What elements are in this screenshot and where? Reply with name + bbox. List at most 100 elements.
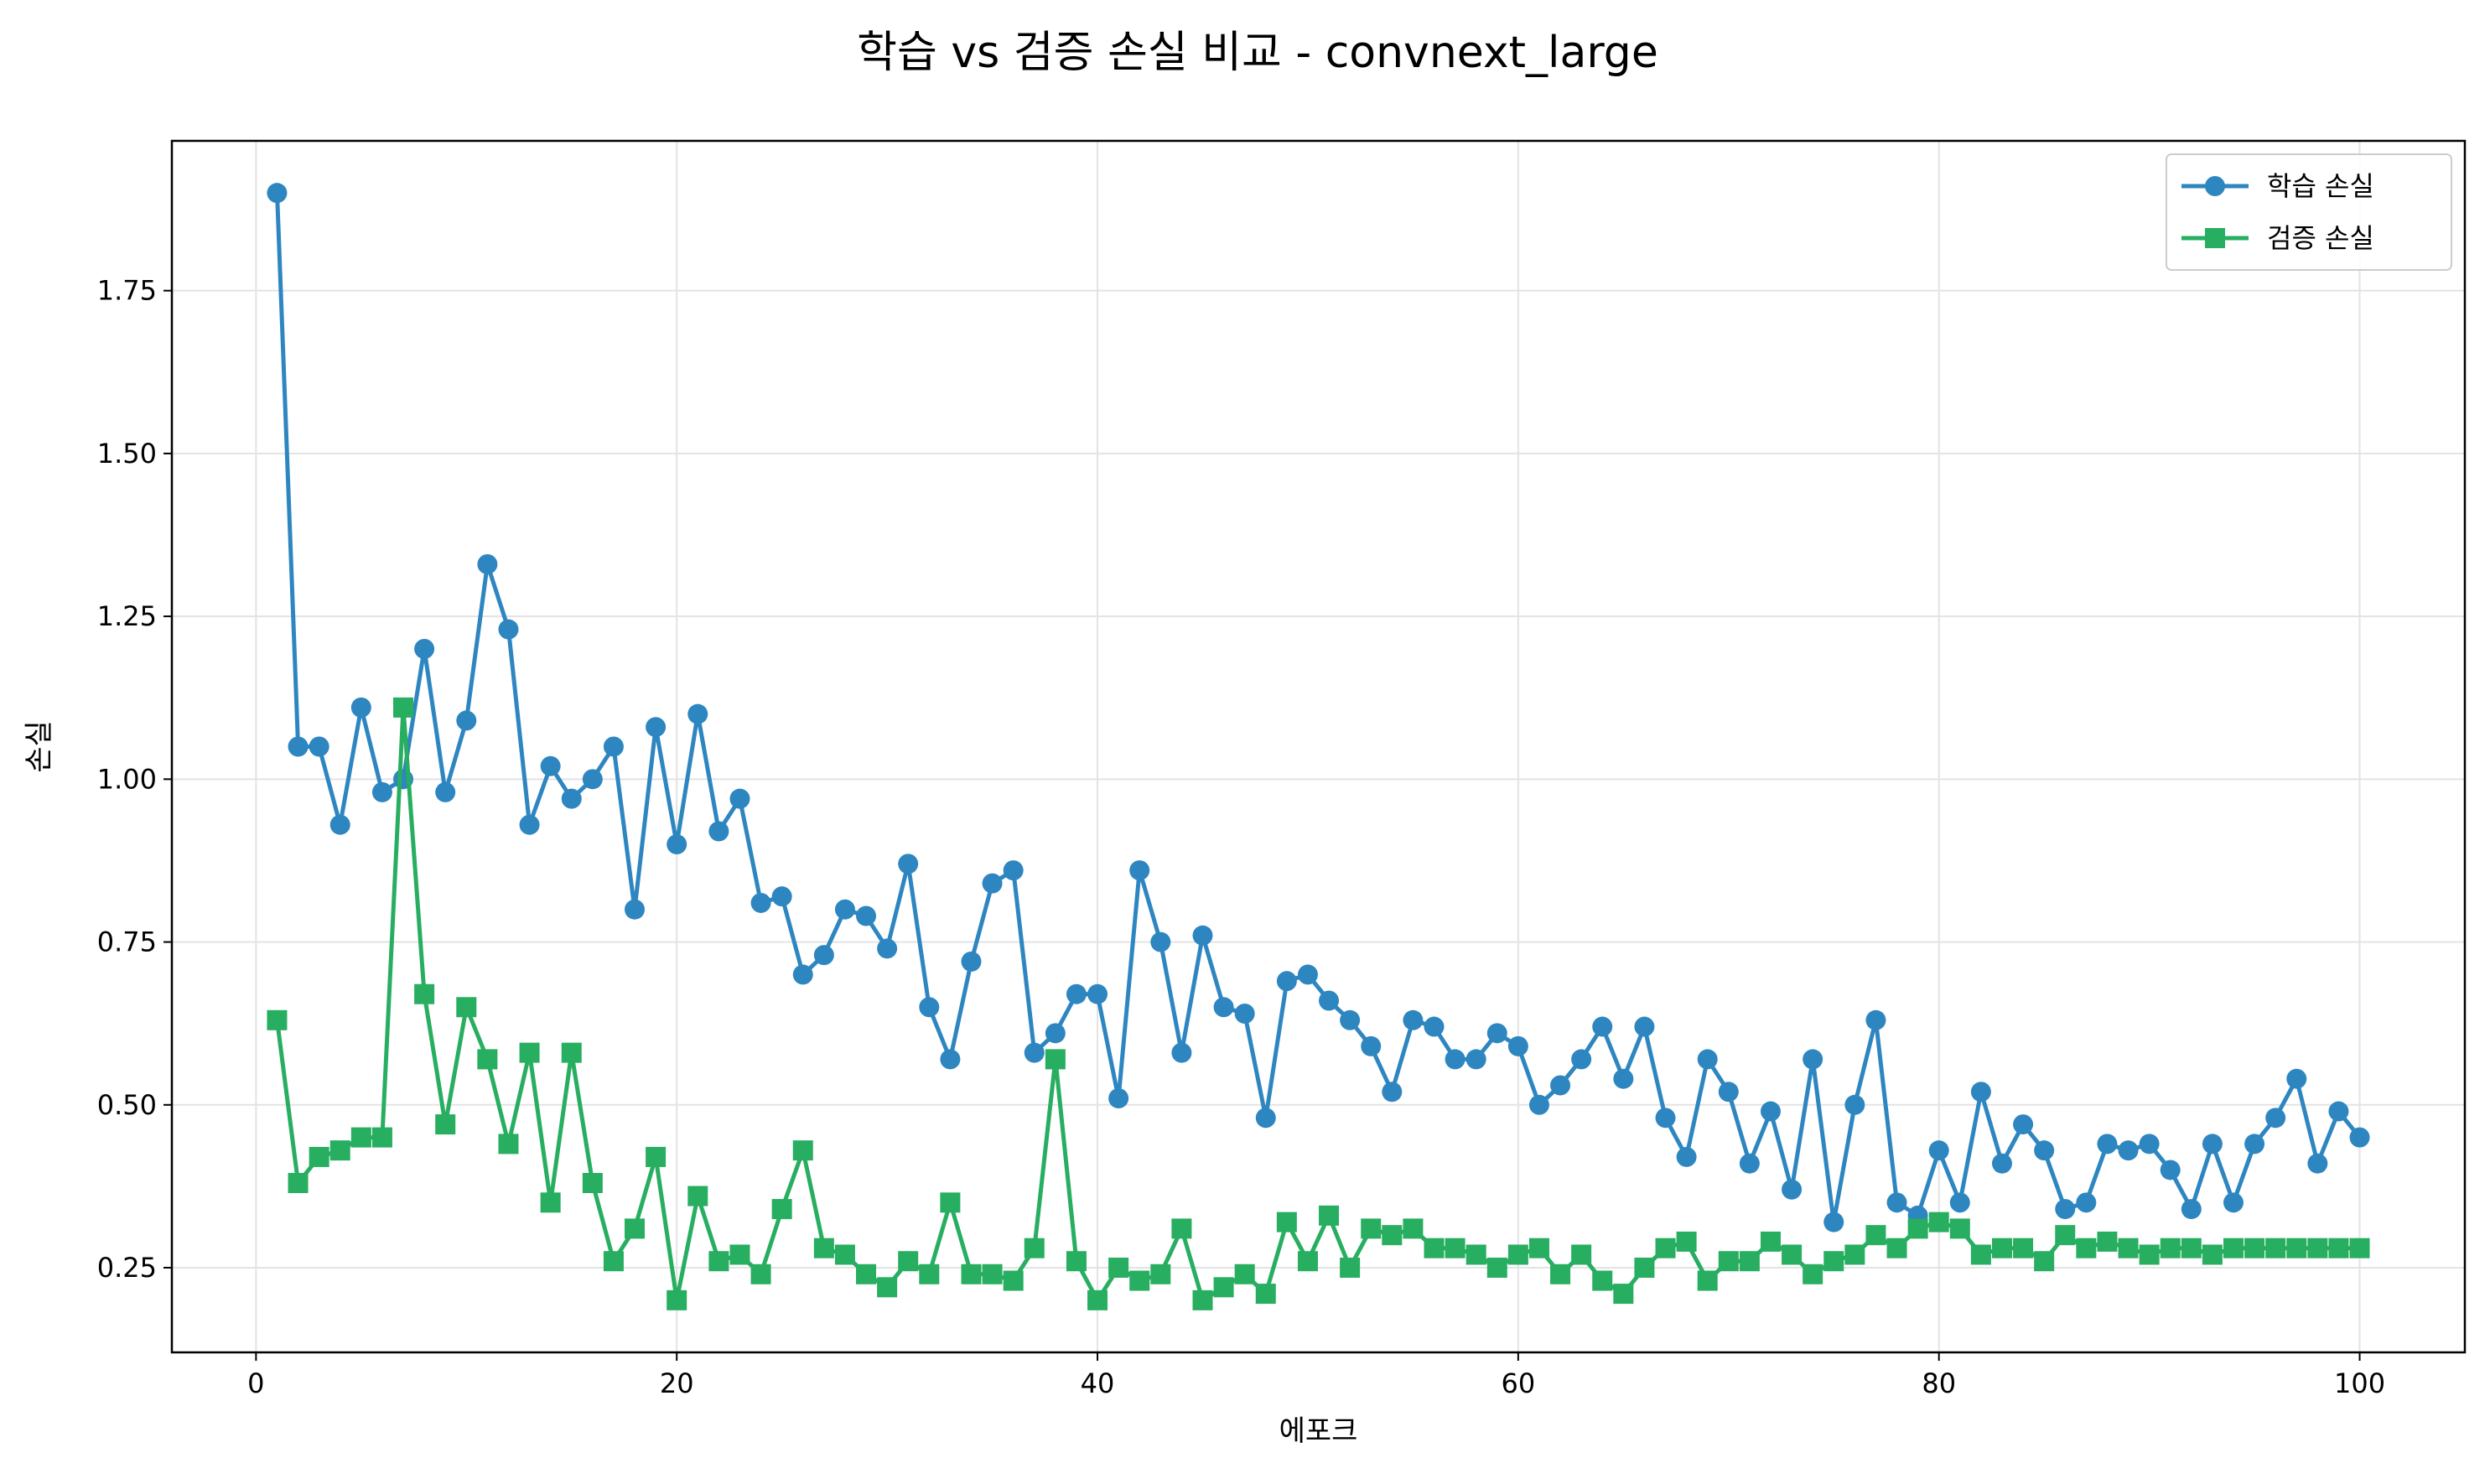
data-point	[2097, 1231, 2118, 1252]
data-point	[961, 1263, 982, 1284]
data-point	[667, 1289, 687, 1310]
data-point	[2076, 1192, 2097, 1213]
data-point	[1276, 1212, 1297, 1232]
data-point	[1403, 1009, 1424, 1030]
data-point	[1234, 1263, 1255, 1284]
data-point	[309, 736, 329, 757]
legend-label: 학습 손실	[2267, 170, 2374, 202]
data-point	[856, 905, 877, 926]
data-point	[1150, 931, 1171, 952]
data-point	[309, 1146, 329, 1167]
data-point	[1760, 1101, 1781, 1122]
data-point	[1297, 1251, 1318, 1272]
data-point	[1192, 925, 1213, 946]
data-point	[2118, 1140, 2139, 1161]
data-point	[729, 788, 750, 809]
series-1	[267, 183, 2370, 1232]
data-point	[519, 1042, 540, 1063]
data-point	[856, 1263, 877, 1284]
data-point	[834, 899, 855, 920]
data-point	[1192, 1289, 1213, 1310]
data-point	[1571, 1049, 1592, 1070]
data-point	[456, 997, 477, 1018]
data-point	[982, 1263, 1003, 1284]
data-point	[1445, 1049, 1465, 1070]
data-point	[1528, 1238, 1549, 1258]
data-point	[603, 1251, 624, 1272]
data-point	[582, 769, 603, 790]
chart-title: 학습 vs 검증 손실 비교 - convnext_large	[857, 28, 1658, 78]
data-point	[2097, 1134, 2118, 1155]
data-point	[1823, 1212, 1844, 1232]
data-point	[582, 1173, 603, 1194]
x-tick-label: 60	[1502, 1367, 1536, 1399]
data-point	[498, 1134, 519, 1155]
data-point	[1129, 860, 1150, 881]
data-point	[2139, 1134, 2160, 1155]
plot-frame	[170, 139, 2467, 1354]
data-point	[1613, 1068, 1634, 1089]
grid-layer	[172, 141, 2465, 1352]
data-point	[435, 1114, 456, 1135]
data-point	[477, 1049, 498, 1070]
x-tick-label: 40	[1081, 1367, 1115, 1399]
y-tick-label: 1.75	[97, 275, 157, 307]
data-point	[1255, 1108, 1276, 1129]
data-point	[1340, 1258, 1361, 1279]
data-point	[1550, 1075, 1571, 1096]
data-point	[2349, 1127, 2370, 1148]
y-tick-label: 1.00	[97, 763, 157, 795]
data-point	[1213, 997, 1234, 1018]
data-point	[2160, 1160, 2181, 1180]
data-point	[1507, 1035, 1528, 1056]
data-point	[1782, 1179, 1803, 1200]
x-tick-label: 0	[247, 1367, 264, 1399]
data-point	[1655, 1238, 1676, 1258]
data-point	[1865, 1009, 1886, 1030]
axis-layer: 0 20 40 60 80 100 0.25 0.50 0.75 1.00 1.25 1.50 1.75	[97, 275, 2385, 1399]
data-point	[2160, 1238, 2181, 1258]
data-point	[1844, 1244, 1865, 1265]
data-point	[1592, 1270, 1613, 1291]
y-tick-label: 0.75	[97, 926, 157, 958]
data-point	[1571, 1244, 1592, 1265]
data-point	[940, 1192, 961, 1213]
data-point	[2034, 1140, 2055, 1161]
data-point	[813, 945, 834, 966]
x-tick-label: 100	[2334, 1367, 2385, 1399]
data-point	[1108, 1088, 1129, 1109]
data-point	[1108, 1258, 1129, 1279]
data-point	[834, 1244, 855, 1265]
data-point	[625, 1218, 646, 1239]
data-point	[1928, 1212, 1949, 1232]
data-point	[2286, 1068, 2307, 1089]
data-point	[2307, 1238, 2328, 1258]
data-point	[1150, 1263, 1171, 1284]
data-point	[646, 717, 667, 738]
data-point	[1991, 1238, 2012, 1258]
data-point	[1970, 1082, 1991, 1103]
data-point	[708, 1251, 729, 1272]
data-point	[1465, 1244, 1486, 1265]
data-point	[1507, 1244, 1528, 1265]
data-point	[1739, 1153, 1760, 1174]
data-point	[1382, 1082, 1403, 1103]
data-point	[329, 814, 350, 835]
data-point	[1024, 1042, 1045, 1063]
legend-marker	[2205, 228, 2225, 248]
data-point	[2307, 1153, 2328, 1174]
data-point	[1045, 1023, 1066, 1044]
data-point	[603, 736, 624, 757]
data-point	[1718, 1082, 1739, 1103]
data-point	[1886, 1238, 1907, 1258]
data-point	[940, 1049, 961, 1070]
y-axis-label: 손실	[23, 720, 56, 773]
x-tick-label: 20	[660, 1367, 694, 1399]
data-point	[2244, 1238, 2265, 1258]
data-point	[288, 736, 309, 757]
data-point	[1486, 1023, 1507, 1044]
data-point	[1486, 1258, 1507, 1279]
data-point	[1991, 1153, 2012, 1174]
